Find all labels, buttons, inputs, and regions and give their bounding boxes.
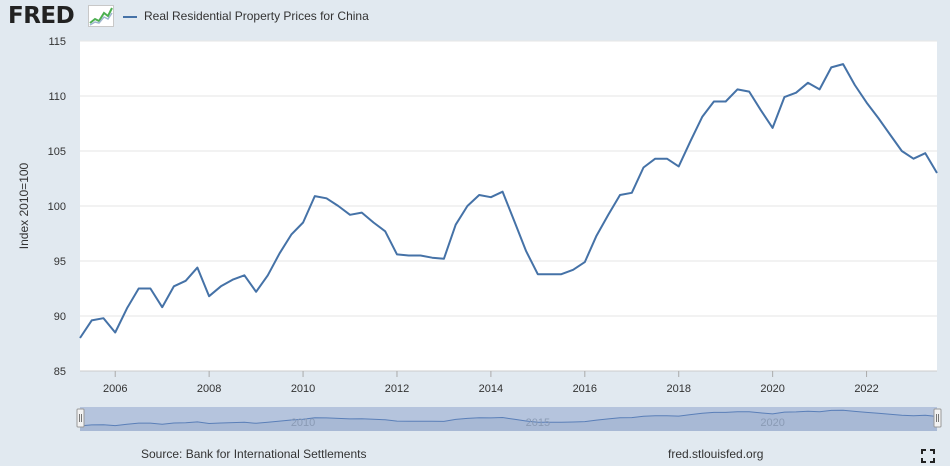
y-tick-label-85: 85 bbox=[54, 366, 66, 378]
navigator-labels: 2010 2015 2020 bbox=[291, 417, 785, 429]
y-tick-label-100: 100 bbox=[48, 201, 66, 213]
series-line-0[interactable] bbox=[79, 63, 938, 339]
fred-chart-icon bbox=[88, 5, 114, 27]
fullscreen-icon[interactable] bbox=[921, 449, 935, 463]
navigator-right-handle[interactable] bbox=[933, 408, 942, 428]
range-navigator: 2010 2015 2020 bbox=[76, 407, 942, 431]
navigator-line bbox=[79, 409, 938, 427]
y-axis-label: Index 2010=100 bbox=[17, 162, 31, 249]
navigator-label-2020: 2020 bbox=[760, 417, 784, 429]
y-tick-label-105: 105 bbox=[48, 146, 66, 158]
y-tick-label-90: 90 bbox=[54, 311, 66, 323]
navigator-left-handle[interactable] bbox=[76, 408, 85, 428]
x-axis-ticks: 2006 2008 2010 2012 2014 2016 2018 2020 2022 bbox=[80, 370, 937, 395]
x-tick-label-2022: 2022 bbox=[854, 383, 878, 395]
navigator-area bbox=[80, 410, 937, 431]
y-axis-ticks: 85 90 95 100 105 110 115 bbox=[48, 36, 66, 378]
legend-series-label[interactable]: Real Residential Property Prices for Chi… bbox=[144, 9, 369, 23]
x-tick-label-2014: 2014 bbox=[479, 383, 503, 395]
navigator-label-2010: 2010 bbox=[291, 417, 315, 429]
x-tick-label-2012: 2012 bbox=[385, 383, 409, 395]
x-tick-label-2020: 2020 bbox=[760, 383, 784, 395]
fred-logo[interactable]: FRED bbox=[8, 3, 75, 29]
series-group bbox=[79, 63, 938, 339]
chart-header: FRED Real Residential Property Prices fo… bbox=[0, 0, 950, 34]
x-tick-label-2016: 2016 bbox=[573, 383, 597, 395]
navigator-series bbox=[79, 409, 938, 431]
x-tick-label-2006: 2006 bbox=[103, 383, 127, 395]
y-tick-label-95: 95 bbox=[54, 256, 66, 268]
y-tick-label-115: 115 bbox=[48, 36, 66, 48]
fred-url[interactable]: fred.stlouisfed.org bbox=[668, 447, 764, 461]
y-tick-label-110: 110 bbox=[48, 91, 66, 103]
x-tick-label-2008: 2008 bbox=[197, 383, 221, 395]
x-tick-label-2018: 2018 bbox=[666, 383, 690, 395]
legend-series-line bbox=[123, 16, 137, 18]
x-tick-label-2010: 2010 bbox=[291, 383, 315, 395]
navigator-label-2015: 2015 bbox=[526, 417, 550, 429]
source-note: Source: Bank for International Settlemen… bbox=[141, 447, 367, 461]
